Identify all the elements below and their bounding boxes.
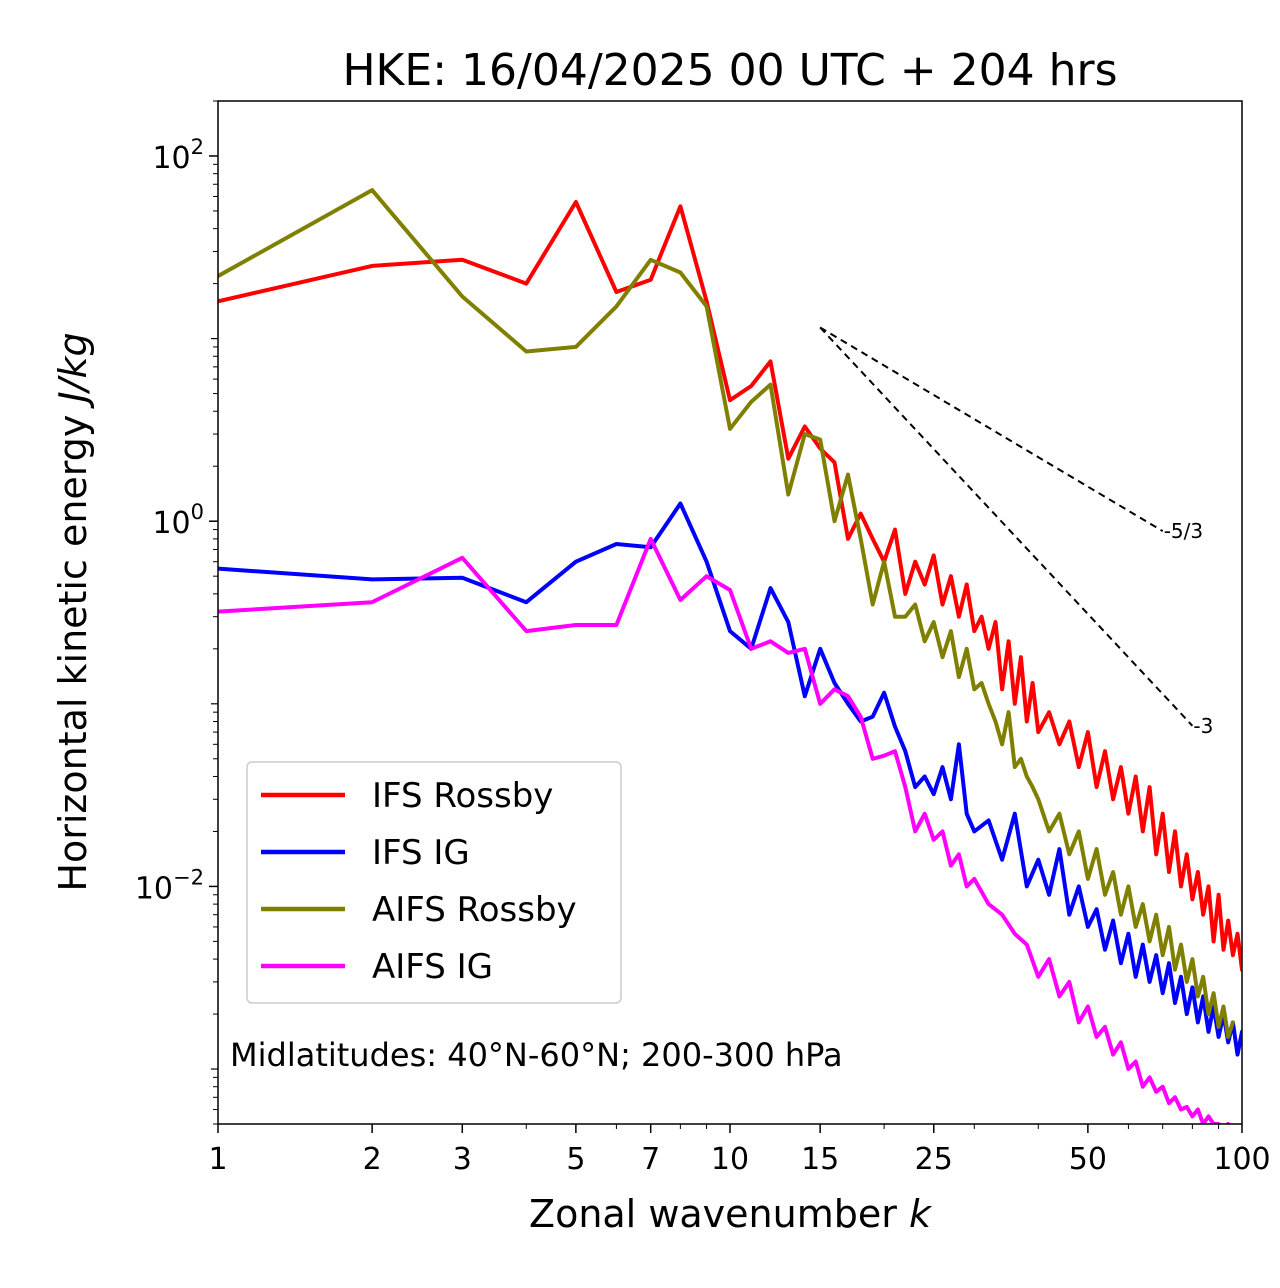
x-axis-ticks: 1 2 3 5 7 10 15 25 50 100 (208, 1124, 1271, 1177)
x-tick-label: 1 (208, 1142, 227, 1177)
x-tick-label: 50 (1069, 1142, 1107, 1177)
minor-ticks (211, 100, 1220, 1129)
reference-line-1 (819, 326, 1164, 532)
series-line-ifs-ig (218, 501, 1242, 1057)
legend-box (246, 761, 622, 1004)
x-axis-title: Zonal wavenumber k (529, 1192, 933, 1236)
legend-label-aifs-ig: AIFS IG (372, 947, 493, 987)
x-tick-label: 100 (1213, 1142, 1270, 1177)
region-annotation: Midlatitudes: 40°N-60°N; 200-300 hPa (230, 1036, 843, 1074)
series-layer (218, 188, 1242, 1124)
series-line-ifs-rossby (218, 200, 1242, 972)
reference-line-label: -3 (1193, 714, 1213, 738)
plot-frame (217, 100, 1243, 1125)
y-axis-ticks: 102 100 10−2 (135, 135, 218, 906)
legend-items: IFS Rossby IFS IG AIFS Rossby AIFS IG (261, 776, 577, 987)
y-axis-unit: J/kg (51, 332, 95, 409)
chart-title: HKE: 16/04/2025 00 UTC + 204 hrs (342, 45, 1117, 96)
x-axis-variable: k (909, 1192, 933, 1236)
x-tick-label: 7 (641, 1142, 660, 1177)
reference-line-2 (819, 326, 1194, 727)
reference-line-label: -5/3 (1164, 519, 1203, 543)
series-line-aifs-ig (218, 536, 1231, 1124)
legend-label-ifs-rossby: IFS Rossby (372, 776, 553, 816)
reference-lines (819, 326, 1194, 727)
x-tick-label: 5 (566, 1142, 585, 1177)
legend: IFS Rossby IFS IG AIFS Rossby AIFS IG (246, 761, 622, 1004)
x-axis-title-text: Zonal wavenumber (529, 1192, 897, 1236)
legend-label-ifs-ig: IFS IG (372, 833, 470, 873)
x-tick-label: 25 (915, 1142, 953, 1177)
x-tick-label: 3 (453, 1142, 472, 1177)
x-tick-label: 15 (801, 1142, 839, 1177)
y-axis-title-text: Horizontal kinetic energy (51, 415, 95, 892)
series-line-aifs-rossby (218, 188, 1235, 1039)
legend-label-aifs-rossby: AIFS Rossby (372, 890, 577, 930)
reference-line-labels: -5/3 -3 (1164, 519, 1214, 738)
x-tick-label: 10 (711, 1142, 749, 1177)
y-axis-title: Horizontal kinetic energy J/kg (51, 332, 95, 891)
y-tick-label: 10−2 (135, 865, 204, 906)
y-tick-label: 102 (152, 135, 204, 176)
x-tick-label: 2 (363, 1142, 382, 1177)
y-tick-label: 100 (152, 500, 204, 541)
